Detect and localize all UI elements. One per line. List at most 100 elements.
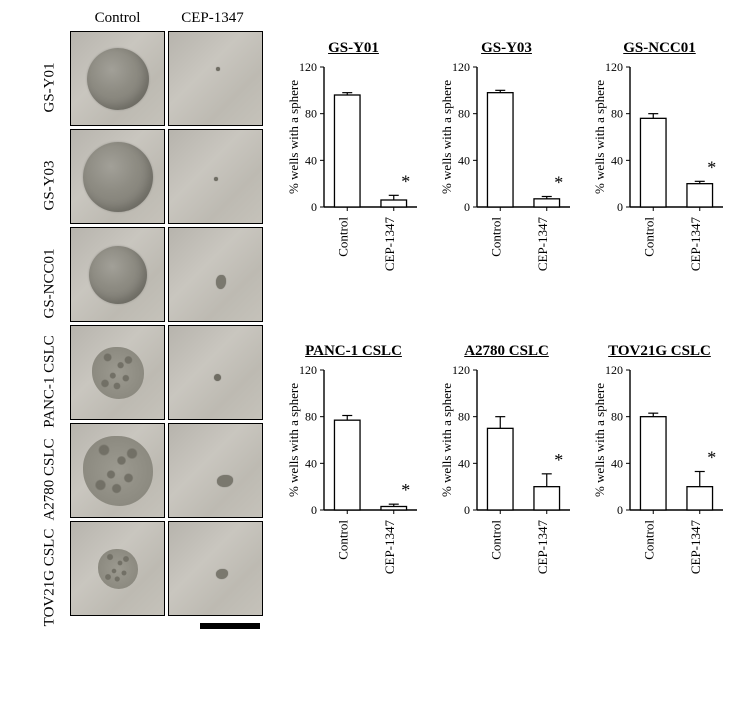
micro-row-label: GS-Y03 xyxy=(10,129,70,224)
bar-chart-svg: 04080120ControlCEP-1347*% wells with a s… xyxy=(286,63,421,283)
micro-row-label-text: GS-Y01 xyxy=(42,62,59,112)
sphere-icon xyxy=(98,549,138,589)
y-tick-label: 40 xyxy=(611,456,623,470)
sphere-icon xyxy=(92,347,144,399)
micro-image xyxy=(168,227,263,322)
micro-row-label: A2780 CSLC xyxy=(10,423,70,518)
scale-bar xyxy=(200,623,260,629)
chart-row-top: GS-Y01 0 40 80 120 Control CEP-1347 * % wells wi… xyxy=(286,40,730,283)
micro-row-label-text: PANC-1 CSLC xyxy=(42,335,59,427)
microscopy-panel: Control CEP-1347 GS-Y01 GS-Y03 GS-NCC01 PAN… xyxy=(10,10,266,619)
significance-star: * xyxy=(401,171,410,191)
y-tick-label: 120 xyxy=(605,63,623,74)
y-tick-label: 40 xyxy=(611,153,623,167)
bar-chart-svg: 0 40 80 120 Control CEP-1347 * % wells with a s… xyxy=(592,366,727,586)
y-tick-label: 120 xyxy=(452,63,470,74)
significance-star: * xyxy=(707,448,716,468)
x-tick-label: CEP-1347 xyxy=(535,217,550,272)
bar-charts-panel: GS-Y01 0 40 80 120 Control CEP-1347 * % wells wi… xyxy=(286,10,730,619)
y-axis-label: % wells with a sphere xyxy=(286,383,301,497)
micro-row-label-text: GS-Y03 xyxy=(42,160,59,210)
bar xyxy=(381,200,407,207)
micro-col-control: Control xyxy=(70,10,165,31)
bar xyxy=(687,184,713,207)
sphere-icon xyxy=(83,142,153,212)
cell-dot-icon xyxy=(214,374,221,381)
significance-star: * xyxy=(554,173,563,193)
bar xyxy=(487,428,513,510)
micro-row: A2780 CSLC xyxy=(10,423,266,518)
y-tick-label: 80 xyxy=(305,107,317,121)
significance-star: * xyxy=(707,157,716,177)
bar-chart: TOV21G CSLC 0 40 80 120 Control CEP-1347 * % wel… xyxy=(592,343,727,586)
micro-image xyxy=(168,31,263,126)
micro-col-treated: CEP-1347 xyxy=(165,10,260,31)
y-tick-label: 120 xyxy=(452,366,470,377)
bar-chart: PANC-1 CSLC04080120ControlCEP-1347*% wel… xyxy=(286,343,421,586)
significance-star: * xyxy=(554,450,563,470)
figure: Control CEP-1347 GS-Y01 GS-Y03 GS-NCC01 PAN… xyxy=(10,10,730,619)
sphere-icon xyxy=(87,48,149,110)
micro-row: GS-Y03 xyxy=(10,129,266,224)
significance-star: * xyxy=(401,480,410,500)
y-tick-label: 120 xyxy=(299,366,317,377)
micro-row: PANC-1 CSLC xyxy=(10,325,266,420)
y-tick-label: 0 xyxy=(464,200,470,214)
y-axis-label: % wells with a sphere xyxy=(439,80,454,194)
cell-blob-icon xyxy=(216,569,228,579)
y-axis-label: % wells with a sphere xyxy=(439,383,454,497)
bar-chart: A2780 CSLC04080120ControlCEP-1347*% well… xyxy=(439,343,574,586)
micro-image xyxy=(70,521,165,616)
micro-image xyxy=(168,423,263,518)
x-tick-label: CEP-1347 xyxy=(688,217,703,272)
x-tick-label: Control xyxy=(641,520,656,560)
bar-chart-svg: 0 40 80 120 Control CEP-1347 * % wells with a s… xyxy=(439,63,574,283)
bar-chart-svg: 04080120ControlCEP-1347*% wells with a s… xyxy=(439,366,574,586)
micro-image xyxy=(70,129,165,224)
x-tick-label: Control xyxy=(335,217,350,257)
bar xyxy=(487,93,513,207)
y-tick-label: 0 xyxy=(311,200,317,214)
x-tick-label: Control xyxy=(488,217,503,257)
bar xyxy=(381,507,407,511)
micro-row-label-text: A2780 CSLC xyxy=(42,438,59,520)
y-tick-label: 80 xyxy=(458,410,470,424)
micro-image xyxy=(168,129,263,224)
bar xyxy=(334,95,360,207)
y-axis-label: % wells with a sphere xyxy=(592,80,607,194)
micro-row-label-text: GS-NCC01 xyxy=(42,248,59,318)
y-tick-label: 0 xyxy=(464,503,470,517)
y-tick-label: 120 xyxy=(299,63,317,74)
y-axis-label: % wells with a sphere xyxy=(286,80,301,194)
micro-image xyxy=(70,227,165,322)
x-tick-label: CEP-1347 xyxy=(535,520,550,575)
bar-chart: GS-NCC0104080120ControlCEP-1347*% wells … xyxy=(592,40,727,283)
x-tick-label: Control xyxy=(641,217,656,257)
cell-dot-icon xyxy=(216,67,220,71)
bar xyxy=(640,118,666,207)
bar xyxy=(334,420,360,510)
x-tick-label: CEP-1347 xyxy=(382,520,397,575)
y-tick-label: 80 xyxy=(611,410,623,424)
y-axis-label: % wells with a sphere xyxy=(592,383,607,497)
y-tick-label: 0 xyxy=(617,503,623,517)
y-tick-label: 120 xyxy=(605,366,623,377)
chart-title: GS-Y01 xyxy=(286,40,421,57)
micro-row-label-text: TOV21G CSLC xyxy=(42,528,59,626)
micro-row-label: GS-NCC01 xyxy=(10,227,70,322)
x-tick-label: CEP-1347 xyxy=(688,520,703,575)
chart-title: GS-NCC01 xyxy=(592,40,727,57)
micro-image xyxy=(70,31,165,126)
bar-chart-svg: 04080120ControlCEP-1347*% wells with a s… xyxy=(592,63,727,283)
bar xyxy=(687,487,713,510)
y-tick-label: 0 xyxy=(311,503,317,517)
y-tick-label: 40 xyxy=(458,153,470,167)
cell-blob-icon xyxy=(216,275,226,289)
bar xyxy=(640,417,666,510)
micro-row-label: TOV21G CSLC xyxy=(10,521,70,616)
micro-row: GS-Y01 xyxy=(10,31,266,126)
micro-row-label: GS-Y01 xyxy=(10,31,70,126)
x-tick-label: Control xyxy=(335,520,350,560)
y-tick-label: 80 xyxy=(458,107,470,121)
chart-title: TOV21G CSLC xyxy=(592,343,727,360)
